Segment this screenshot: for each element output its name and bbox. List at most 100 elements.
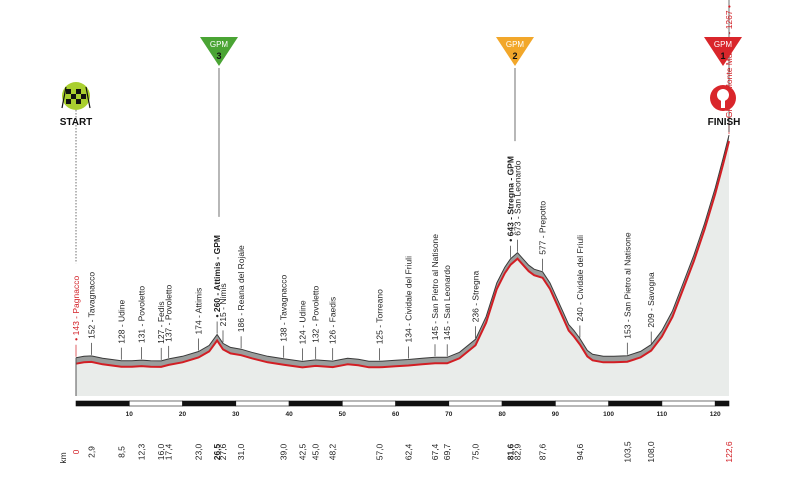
- scale-tick-label: 50: [339, 411, 347, 418]
- gpm-badge-2: GPM 2: [496, 37, 534, 66]
- waypoint-km: 108,0: [646, 441, 656, 463]
- gpm-badge-2-number: 2: [512, 51, 517, 61]
- waypoint-km: 39,0: [279, 443, 289, 460]
- scale-tick-label: 60: [392, 411, 400, 418]
- scale-tick-label: 80: [498, 411, 506, 418]
- waypoint-label: 124 - Udine: [297, 300, 307, 344]
- start-label: START: [60, 117, 93, 128]
- waypoint-km: 27,6: [218, 443, 228, 460]
- waypoint-km: 12,3: [137, 443, 147, 460]
- waypoint-label: 236 - Stregna: [471, 271, 481, 323]
- gpm-badge-1: GPM 1: [704, 37, 742, 66]
- scale-segment: [235, 400, 290, 407]
- waypoint-label: • 643 - Stregna - GPM: [506, 156, 516, 242]
- gpm-badge-2-label: GPM: [506, 40, 525, 49]
- scale-tick-label: 120: [710, 411, 721, 418]
- gpm-badge-3-number: 3: [216, 51, 221, 61]
- scale-tick-label: 20: [179, 411, 187, 418]
- waypoint-label: 673 - San Leonardo: [513, 160, 523, 235]
- waypoint-km: 67,4: [430, 443, 440, 460]
- waypoint-label: 153 - San Pietro al Natisone: [622, 232, 632, 339]
- distance-scale-bar: 10 20 30 40 50 60 70 80 90 100 110 120: [75, 400, 730, 418]
- scale-tick-label: 10: [126, 411, 134, 418]
- waypoint-label: 215 - Nimis: [218, 283, 228, 326]
- waypoint-label: 134 - Cividale del Friuli: [403, 256, 413, 343]
- finish-icon: [710, 85, 736, 111]
- waypoint-km: 8,5: [116, 446, 126, 458]
- profile-fill: [76, 141, 729, 396]
- scale-segment: [341, 400, 396, 407]
- waypoint-km: 0: [71, 449, 81, 454]
- scale-segment: [608, 400, 663, 407]
- start-flag-icon: [61, 82, 91, 110]
- km-unit-label: km: [58, 452, 68, 463]
- scale-tick-label: 70: [445, 411, 453, 418]
- waypoint-label: 128 - Udine: [116, 299, 126, 343]
- waypoint-km: 81,6: [506, 443, 516, 460]
- waypoint-km: 103,5: [622, 441, 632, 463]
- profile-top-line: [75, 134, 730, 362]
- waypoint-label: 145 - San Pietro al Natisone: [430, 234, 440, 341]
- scale-segment: [288, 400, 343, 407]
- waypoint-label: 132 - Povoletto: [311, 285, 321, 342]
- gpm-badge-3-label: GPM: [210, 40, 229, 49]
- scale-tick-label: 90: [552, 411, 560, 418]
- scale-tick-label: 110: [657, 411, 668, 418]
- gpm-badge-3: GPM 3: [200, 37, 238, 66]
- waypoint-label: • 260 - Attimis - GPM: [212, 235, 222, 317]
- scale-segment: [75, 400, 130, 407]
- waypoint-label: 126 - Faedis: [328, 297, 338, 344]
- profile-road-line: [75, 140, 730, 369]
- waypoint-km: 122,6: [724, 441, 734, 463]
- waypoint-km: 94,6: [575, 443, 585, 460]
- waypoint-km: 62,4: [403, 443, 413, 460]
- profile-shape: [75, 134, 730, 396]
- waypoint-label: 174 - Attimis: [194, 288, 204, 335]
- waypoint-km: 45,0: [311, 443, 321, 460]
- waypoint-km: 31,0: [236, 443, 246, 460]
- gpm-badge-1-label: GPM: [714, 40, 733, 49]
- waypoint-label: 125 - Torreano: [375, 289, 385, 344]
- waypoint-km: 2,9: [86, 446, 96, 458]
- waypoint-label: • 143 - Pagnacco: [71, 276, 81, 341]
- waypoint-label: 138 - Tavagnacco: [279, 274, 289, 341]
- scale-segment: [714, 400, 730, 407]
- scale-tick-label: 40: [285, 411, 293, 418]
- waypoint-label: 240 - Cividale del Friuli: [575, 235, 585, 322]
- scale-segment: [395, 400, 450, 407]
- scale-tick-label: 100: [603, 411, 614, 418]
- scale-segment: [555, 400, 610, 407]
- scale-segment: [448, 400, 503, 407]
- waypoint-label: 577 - Prepotto: [538, 201, 548, 255]
- waypoint-km: 42,5: [297, 443, 307, 460]
- scale-segment: [129, 400, 183, 407]
- waypoint-leaders: [75, 0, 730, 361]
- waypoint-label: 137 - Povoletto: [164, 284, 174, 341]
- scale-segment: [501, 400, 556, 407]
- finish-label: FINISH: [708, 117, 741, 128]
- waypoint-label: 152 - Tavagnacco: [86, 272, 96, 339]
- waypoint-km: 69,7: [442, 443, 452, 460]
- waypoint-km: 16,0: [156, 443, 166, 460]
- waypoint-labels: • 143 - Pagnacco 152 - Tavagnacco 128 - Ud…: [71, 5, 734, 344]
- waypoint-label: 186 - Reana del Rojale: [236, 245, 246, 332]
- waypoint-label: 145 - San Leonardo: [442, 265, 452, 340]
- waypoint-km: 57,0: [375, 443, 385, 460]
- km-labels: 0 2,9 8,5 12,3 16,017,4 23,0 26,527,6 31,0 39,0 4…: [71, 441, 734, 463]
- waypoint-label: 127 - Fedis: [156, 301, 166, 344]
- waypoint-km: 26,5: [212, 443, 222, 460]
- scale-tick-label: 30: [232, 411, 240, 418]
- waypoint-km: 48,2: [328, 443, 338, 460]
- waypoint-label: GPM - Monte Matajur - 1267 •: [724, 5, 734, 118]
- scale-segment: [182, 400, 237, 407]
- gpm-badge-1-number: 1: [720, 51, 725, 61]
- waypoint-label: 209 - Savogna: [646, 272, 656, 328]
- scale-segment: [661, 400, 716, 407]
- waypoint-km: 23,0: [194, 443, 204, 460]
- waypoint-km: 82,9: [513, 443, 523, 460]
- waypoint-km: 87,6: [538, 443, 548, 460]
- waypoint-label: 131 - Povoletto: [137, 286, 147, 343]
- waypoint-km: 75,0: [471, 443, 481, 460]
